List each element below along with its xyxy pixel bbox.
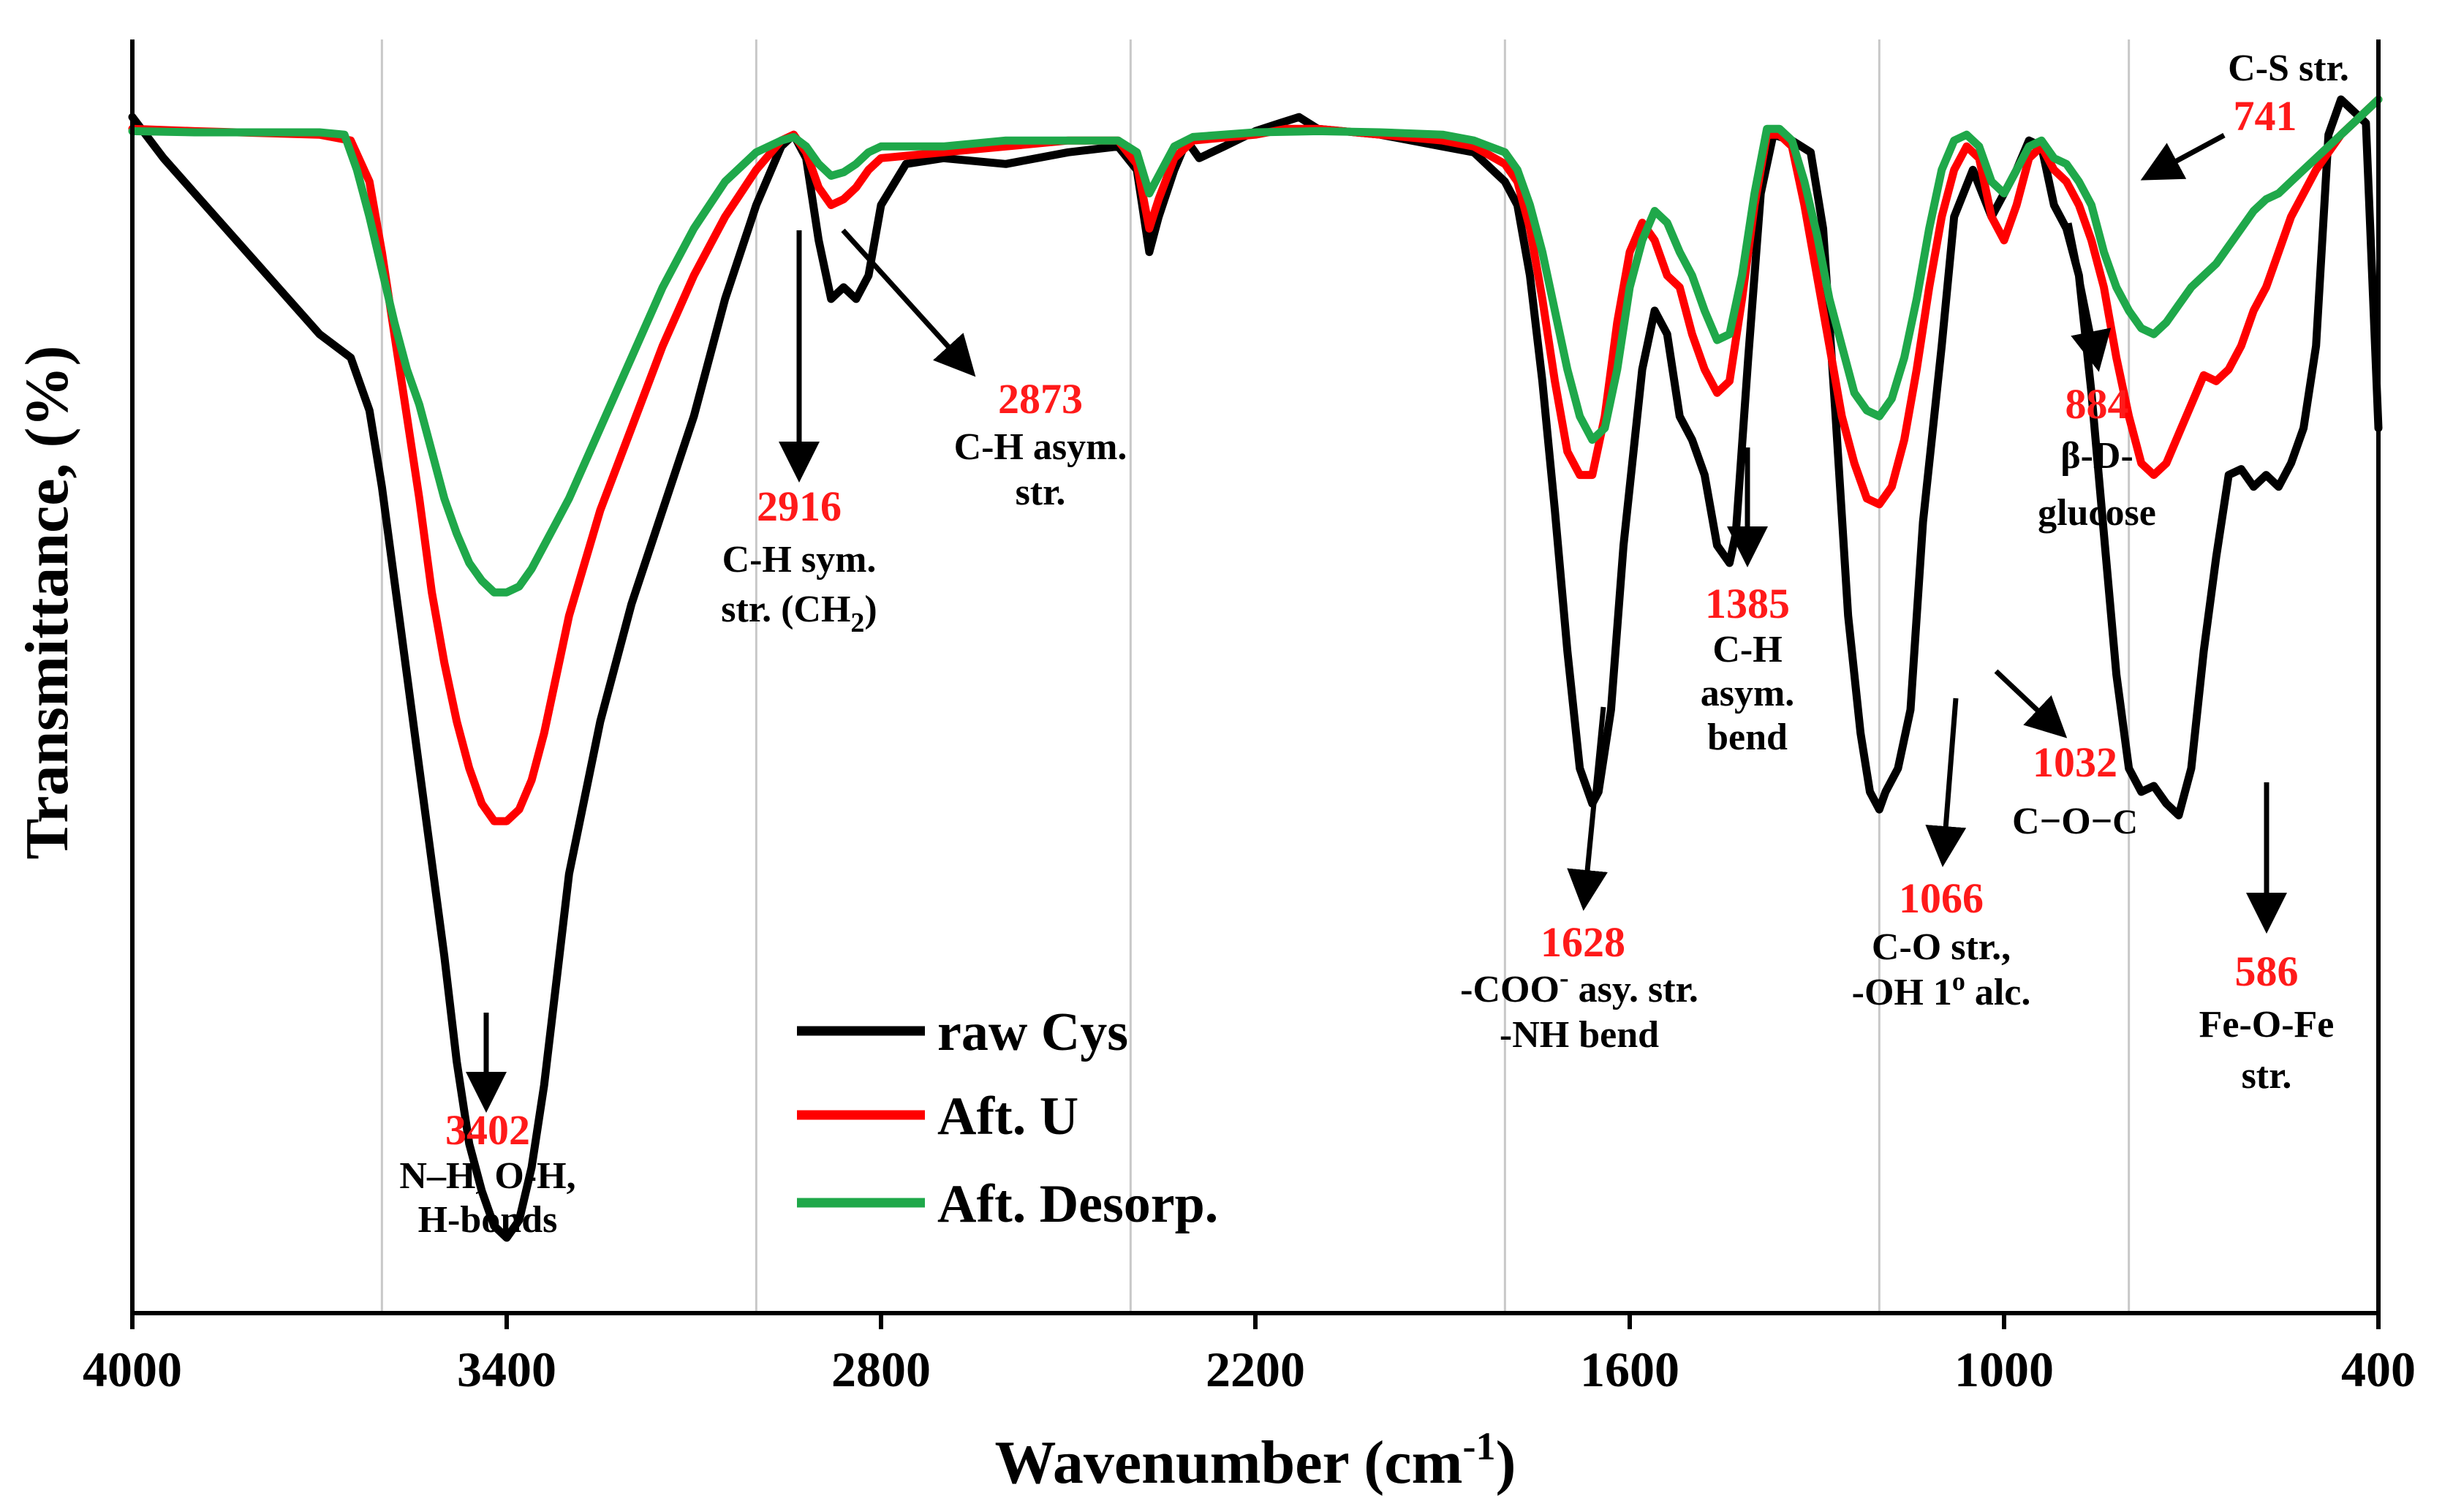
x-axis-title-sup: -1	[1463, 1424, 1496, 1468]
peak-label-2873-line2: str.	[1016, 472, 1066, 513]
peak-label-1385-line1: C-H	[1712, 629, 1782, 670]
peak-label-1032: C−O−C	[2012, 801, 2138, 842]
x-axis-title: Wavenumber (cm-1)	[994, 1424, 1516, 1497]
peak-label-586-line2: str.	[2242, 1055, 2292, 1097]
peak-label-1628-sup: -	[1560, 963, 1569, 994]
x-tick-label-1000: 1000	[1954, 1342, 2054, 1397]
arrow-1066	[1925, 698, 1967, 867]
peak-label-884-line2: glucose	[2038, 492, 2156, 534]
peak-label-1032-a: C−O−	[2012, 801, 2112, 842]
legend-label-aft-desorp: Aft. Desorp.	[937, 1174, 1218, 1234]
arrow-2873	[841, 228, 976, 377]
peak-label-2873-line1: C-H asym.	[954, 426, 1127, 468]
peak-label-1385-line3: bend	[1707, 717, 1788, 758]
x-ticks: 4000 3400 2800 2200 1600 1000 400	[83, 1313, 2416, 1397]
peak-number-1628: 1628	[1541, 918, 1625, 966]
x-tick-label-2800: 2800	[831, 1342, 931, 1397]
x-axis-title-main: Wavenumber (cm	[994, 1429, 1462, 1497]
peak-number-1385: 1385	[1705, 580, 1790, 627]
annotation-labels: 3402 N–H, O-H, H-bonds 2916 C-H sym. str…	[399, 48, 2348, 1241]
peak-label-1385-line2: asym.	[1701, 673, 1795, 714]
peak-label-3402-line1: N–H, O-H,	[399, 1155, 575, 1197]
arrow-1032	[1994, 669, 2068, 738]
peak-label-1066-line2: -OH 1o alc.	[1852, 967, 2031, 1013]
peak-label-1628-line1: -COO- asy. str.	[1460, 963, 1698, 1010]
peak-number-2916: 2916	[757, 483, 842, 530]
peak-label-884-line1: β-D-	[2060, 435, 2133, 477]
peak-label-2916-close: )	[864, 589, 877, 630]
peak-label-2916-sub: 2	[850, 608, 864, 638]
x-tick-label-4000: 4000	[83, 1342, 182, 1397]
peak-label-2916-line1: C-H sym.	[722, 539, 877, 581]
arrow-741	[2140, 132, 2226, 181]
peak-label-1066-line1: C-O str.,	[1872, 926, 2011, 968]
peak-label-1032-b: C	[2112, 803, 2138, 842]
legend-label-aft-u: Aft. U	[937, 1086, 1078, 1146]
x-axis-title-close: )	[1496, 1429, 1516, 1497]
series-line-aft-u	[128, 95, 2383, 825]
peak-label-586-line1: Fe-O-Fe	[2199, 1004, 2335, 1046]
peak-number-741: 741	[2234, 92, 2297, 140]
peak-label-1066-sup: o	[1952, 967, 1965, 996]
x-tick-label-3400: 3400	[457, 1342, 556, 1397]
x-tick-label-1600: 1600	[1580, 1342, 1679, 1397]
legend-label-raw: raw Cys	[937, 1002, 1128, 1062]
x-tick-label-2200: 2200	[1206, 1342, 1305, 1397]
peak-number-1066: 1066	[1899, 874, 1984, 922]
peak-label-1066-line2-a: -OH 1	[1852, 972, 1952, 1013]
arrow-1628	[1567, 706, 1608, 911]
series-group	[128, 95, 2383, 1242]
peak-number-586: 586	[2235, 948, 2299, 995]
peak-number-1032: 1032	[2033, 738, 2117, 786]
arrow-884	[2066, 222, 2112, 372]
annotation-arrows	[466, 132, 2287, 1113]
peak-number-884: 884	[2065, 380, 2129, 428]
x-tick-label-400: 400	[2341, 1342, 2416, 1397]
peak-label-1628-line2: -NH bend	[1500, 1014, 1659, 1056]
peak-number-2873: 2873	[998, 375, 1083, 423]
peak-label-1628-line1-b: asy. str.	[1569, 969, 1698, 1010]
legend: raw Cys Aft. U Aft. Desorp.	[797, 1002, 1218, 1234]
peak-label-2916-line2: str. (CH2)	[721, 589, 877, 638]
peak-number-3402: 3402	[445, 1106, 530, 1154]
peak-label-3402-line2: H-bonds	[418, 1199, 558, 1241]
peak-label-1628-line1-a: -COO	[1460, 969, 1560, 1010]
y-axis-title: Transmittance, (%)	[13, 346, 81, 860]
series-line-raw-cys	[128, 95, 2383, 1242]
peak-label-1066-line2-b: alc.	[1965, 972, 2031, 1013]
peak-label-741: C-S str.	[2228, 48, 2349, 89]
peak-label-2916-line2-main: str. (CH	[721, 589, 850, 630]
series-line-aft-desorp	[128, 95, 2383, 597]
